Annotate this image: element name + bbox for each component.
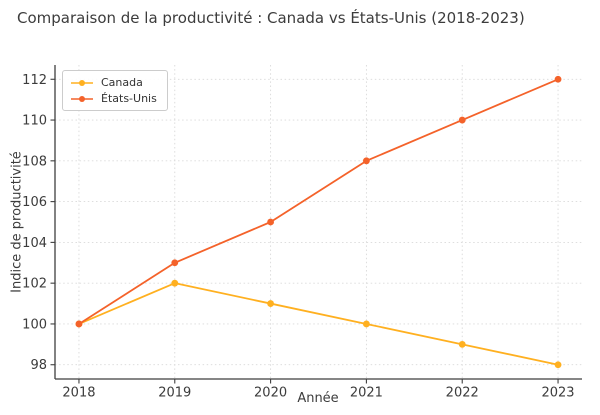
series-line-canada [78, 282, 559, 366]
y-tick-label: 100 [22, 317, 47, 332]
y-tick-label: 102 [22, 277, 47, 292]
legend-item-canada: Canada [70, 76, 157, 89]
x-tick-label: 2023 [541, 386, 574, 401]
x-tick-label: 2018 [62, 386, 95, 401]
y-tick-label: 98 [30, 358, 47, 373]
legend-item-etats-unis: États-Unis [70, 92, 157, 105]
y-tick-label: 108 [22, 154, 47, 169]
x-axis-label: Année [297, 391, 339, 406]
series-line--tats-unis [78, 78, 559, 325]
data-point--tats-unis [267, 218, 274, 226]
legend: Canada États-Unis [62, 70, 168, 111]
y-axis-label: Indice de productivité [9, 151, 25, 293]
x-tick-label: 2020 [254, 386, 287, 401]
data-point--tats-unis [171, 259, 179, 267]
canada-line-swatch-icon [71, 79, 93, 86]
y-tick-label: 112 [22, 73, 47, 88]
etats-unis-line-swatch-icon [71, 95, 93, 102]
chart-title: Comparaison de la productivité : Canada … [17, 9, 525, 27]
data-point-canada [171, 279, 179, 287]
y-tick-label: 104 [22, 236, 47, 251]
data-point-canada [267, 300, 274, 307]
data-point-canada [458, 340, 466, 348]
y-tick-label: 106 [22, 195, 47, 210]
data-point--tats-unis [458, 116, 466, 124]
data-point--tats-unis [554, 75, 562, 83]
x-tick-label: 2022 [446, 386, 479, 401]
y-tick-label: 110 [22, 114, 47, 129]
data-point--tats-unis [363, 157, 370, 165]
data-point--tats-unis [75, 320, 83, 328]
legend-label-etats-unis: États-Unis [101, 92, 157, 105]
x-tick-label: 2019 [158, 386, 191, 401]
legend-label-canada: Canada [101, 76, 143, 89]
data-point-canada [363, 320, 370, 328]
x-tick-label: 2021 [350, 386, 383, 401]
data-point-canada [554, 361, 562, 369]
